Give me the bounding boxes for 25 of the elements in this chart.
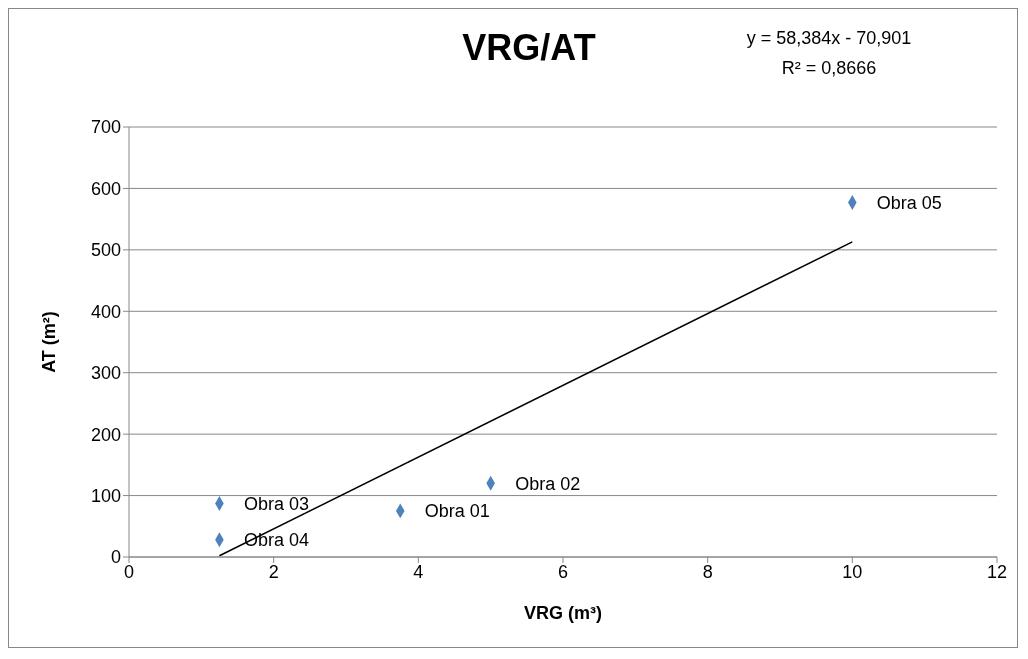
data-label: Obra 05 [876, 192, 942, 213]
text: R² = 0,8666 [780, 57, 878, 80]
x-tick-label: 4 [413, 561, 424, 582]
y-tick-label: 100 [90, 485, 121, 506]
x-tick-label: 10 [842, 561, 863, 582]
data-label: Obra 04 [243, 530, 309, 551]
data-label: Obra 02 [515, 473, 581, 494]
y-tick-label: 200 [90, 424, 121, 445]
x-tick-label: 12 [986, 561, 1008, 582]
y-tick-label: 500 [90, 240, 121, 261]
text: y = 58,384x - 70,901 [745, 27, 913, 50]
chart-title: VRG/AT [461, 27, 597, 69]
y-tick-label: 0 [110, 547, 121, 568]
y-tick-label: 400 [90, 301, 121, 322]
y-tick-label: 600 [90, 178, 121, 199]
x-tick-label: 6 [557, 561, 569, 582]
y-tick-label: 300 [90, 363, 121, 384]
x-axis-title: VRG (m³) [524, 603, 602, 623]
y-axis-title: AT (m²) [39, 311, 60, 373]
data-label: Obra 01 [424, 501, 490, 522]
x-tick-label: 2 [268, 561, 279, 582]
y-tick-label: 700 [90, 117, 121, 138]
x-tick-label: 8 [702, 561, 713, 582]
x-tick-label: 0 [123, 561, 135, 582]
data-label: Obra 03 [243, 493, 309, 514]
